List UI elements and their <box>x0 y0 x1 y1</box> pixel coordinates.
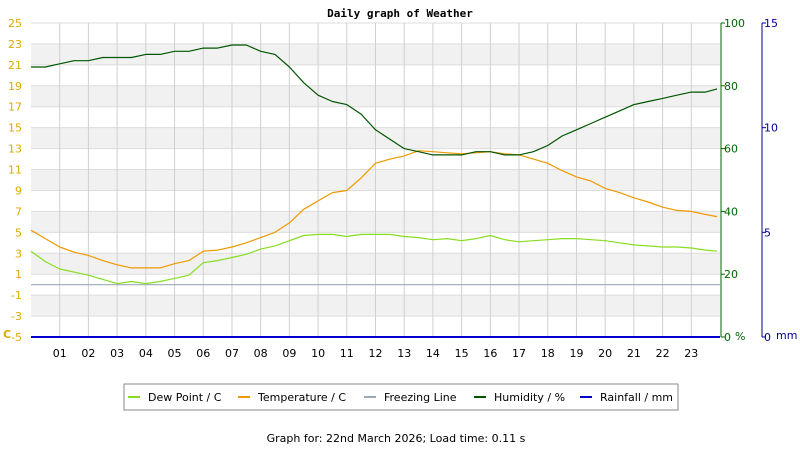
left-tick-label: 5 <box>15 226 22 239</box>
left-tick-label: 1 <box>15 268 22 281</box>
axes-layer <box>720 22 766 338</box>
x-tick-label: 23 <box>684 347 698 360</box>
left-tick-label: 17 <box>8 101 22 114</box>
humidity-tick-label: 20 <box>724 268 738 281</box>
legend: Dew Point / C Temperature / C Freezing Lin… <box>123 383 679 411</box>
left-tick-label: 15 <box>8 122 22 135</box>
x-tick-label: 10 <box>311 347 325 360</box>
x-tick-label: 02 <box>81 347 95 360</box>
x-tick-label: 18 <box>541 347 555 360</box>
legend-label: Rainfall / mm <box>600 391 673 404</box>
left-tick-label: 21 <box>8 59 22 72</box>
x-tick-label: 13 <box>397 347 411 360</box>
legend-label: Temperature / C <box>257 391 346 404</box>
x-tick-label: 21 <box>627 347 641 360</box>
left-tick-label: 19 <box>8 80 22 93</box>
legend-label: Dew Point / C <box>148 391 222 404</box>
legend-label: Humidity / % <box>494 391 565 404</box>
left-tick-label: 7 <box>15 205 22 218</box>
x-tick-label: 04 <box>139 347 153 360</box>
chart-title: Daily graph of Weather <box>327 7 473 20</box>
left-tick-label: -3 <box>11 310 22 323</box>
x-tick-label: 17 <box>512 347 526 360</box>
x-tick-label: 03 <box>110 347 124 360</box>
rain-tick-label: 15 <box>764 17 778 30</box>
series-humidity <box>31 44 718 156</box>
x-tick-label: 08 <box>254 347 268 360</box>
left-tick-label: -5 <box>11 331 22 344</box>
left-tick-label: 23 <box>8 38 22 51</box>
humidity-tick-label: 100 <box>724 17 745 30</box>
left-tick-label: 9 <box>15 184 22 197</box>
left-tick-label: 13 <box>8 143 22 156</box>
left-tick-label: 3 <box>15 247 22 260</box>
humidity-tick-label: 60 <box>724 143 738 156</box>
x-tick-label: 15 <box>455 347 469 360</box>
x-tick-label: 12 <box>369 347 383 360</box>
x-tick-label: 20 <box>598 347 612 360</box>
left-tick-label: 11 <box>8 164 22 177</box>
x-tick-label: 16 <box>483 347 497 360</box>
left-tick-label: 25 <box>8 17 22 30</box>
humidity-tick-label: 40 <box>724 205 738 218</box>
x-tick-label: 05 <box>168 347 182 360</box>
rain-tick-label: 5 <box>764 226 771 239</box>
left-axis-unit-label: C <box>3 328 11 341</box>
rain-tick-label: 0 <box>764 331 771 344</box>
humidity-tick-label: 80 <box>724 80 738 93</box>
x-tick-label: 01 <box>53 347 67 360</box>
x-tick-label: 07 <box>225 347 239 360</box>
series-layer <box>30 44 720 338</box>
x-tick-label: 22 <box>656 347 670 360</box>
tick-labels: 01 02 03 04 05 06 07 08 09 10 11 12 13 14 15 16 17 18 19 20… <box>8 17 778 360</box>
x-tick-label: 14 <box>426 347 440 360</box>
legend-label: Freezing Line <box>384 391 457 404</box>
left-tick-label: -1 <box>11 289 22 302</box>
x-tick-label: 09 <box>282 347 296 360</box>
x-tick-label: 11 <box>340 347 354 360</box>
x-tick-label: 19 <box>569 347 583 360</box>
rain-axis-unit-label: mm <box>776 329 797 342</box>
rain-tick-label: 10 <box>764 122 778 135</box>
footer-text: Graph for: 22nd March 2026; Load time: 0… <box>267 432 526 445</box>
humidity-tick-label: 0 <box>724 331 731 344</box>
x-tick-label: 06 <box>196 347 210 360</box>
series-dew-point-c <box>30 233 718 285</box>
humidity-axis-unit-label: % <box>735 330 745 343</box>
gridlines <box>31 22 720 338</box>
series-temperature-c <box>30 150 718 269</box>
